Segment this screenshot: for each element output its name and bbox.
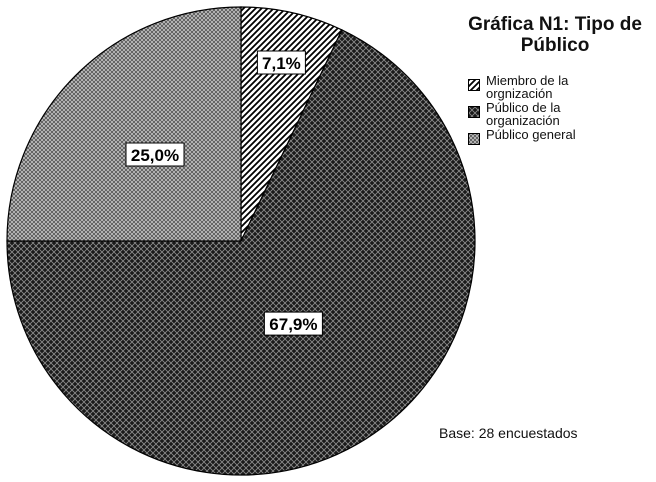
- slice-label-box-publico-organizacion: [263, 311, 323, 336]
- legend-swatch-publico-organizacion: [468, 106, 480, 118]
- legend-item-publico-organizacion: Público de la organización: [468, 101, 648, 127]
- slice-label-box-publico-general: [125, 142, 185, 167]
- slice-label-box-miembro: [256, 50, 306, 75]
- legend-label-publico-general: Público general: [486, 127, 576, 142]
- legend-label-publico-organizacion: Público de la organización: [486, 100, 561, 128]
- legend-item-miembro: Miembro de la orgnización: [468, 74, 648, 100]
- slice-label-text-publico-organizacion: 67,9%: [269, 315, 317, 334]
- legend-swatch-publico-general: [468, 133, 480, 145]
- pie-slice-publico-organizacion: [6, 29, 476, 476]
- slice-label-publico-general: 25,0%: [125, 142, 185, 167]
- slice-label-miembro: 7,1%: [256, 50, 306, 75]
- legend-label-miembro: Miembro de la orgnización: [486, 73, 569, 101]
- pie-slice-publico-general: [6, 6, 242, 242]
- chart-title: Gráfica N1: Tipo de Público: [468, 14, 642, 56]
- slice-label-text-publico-general: 25,0%: [131, 146, 179, 165]
- chart-footnote: Base: 28 encuestados: [439, 425, 578, 441]
- legend-swatch-miembro: [468, 79, 480, 91]
- slice-label-publico-organizacion: 67,9%: [263, 311, 323, 336]
- legend-item-publico-general: Público general: [468, 127, 648, 145]
- chart-legend: Miembro de la orgnización Público de la …: [468, 74, 648, 145]
- slice-label-text-miembro: 7,1%: [262, 54, 301, 73]
